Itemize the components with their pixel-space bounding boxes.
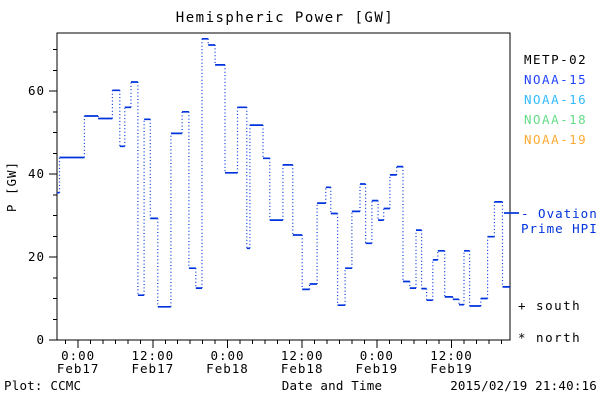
legend-item-noaa16: NOAA-16 [524, 92, 588, 107]
x-tick-date-label: Feb18 [206, 361, 249, 376]
plot-frame [56, 32, 511, 341]
x-tick-time-label: 0:00 [210, 348, 244, 363]
x-tick-date-label: Feb18 [281, 361, 324, 376]
x-tick-date-label: Feb17 [57, 361, 100, 376]
x-axis-title: Date and Time [281, 378, 383, 393]
y-tick-label: 20 [28, 249, 45, 264]
y-axis-title: P [GW] [4, 161, 19, 212]
legend-south-marker: + south [518, 298, 582, 313]
x-tick-time-label: 0:00 [61, 348, 95, 363]
x-tick-time-label: 12:00 [281, 348, 324, 363]
generated-timestamp: 2015/02/19 21:40:16 [450, 378, 597, 393]
legend-item-noaa15: NOAA-15 [524, 72, 588, 87]
y-tick-label: 40 [28, 166, 45, 181]
legend-ovation-line1: - Ovation [521, 206, 598, 221]
x-tick-time-label: 12:00 [132, 348, 175, 363]
y-tick-label: 0 [36, 332, 45, 347]
x-tick-time-label: 12:00 [430, 348, 473, 363]
legend-item-noaa19: NOAA-19 [524, 132, 588, 147]
hpi-step-connectors [58, 38, 504, 307]
x-tick-date-label: Feb17 [132, 361, 175, 376]
legend-item-metp02: METP-02 [524, 52, 588, 67]
legend-ovation-line2: Prime HPI [521, 221, 598, 236]
x-tick-time-label: 0:00 [360, 348, 394, 363]
plot-credit: Plot: CCMC [4, 378, 82, 393]
legend-north-marker: * north [518, 330, 582, 345]
page-title: Hemispheric Power [GW] [175, 10, 395, 26]
legend-item-noaa18: NOAA-18 [524, 112, 588, 127]
legend-ovation-label: - Ovation Prime HPI [521, 206, 598, 236]
x-tick-date-label: Feb19 [430, 361, 473, 376]
y-tick-label: 60 [28, 83, 45, 98]
hpi-step-levels [57, 37, 510, 308]
x-tick-date-label: Feb19 [356, 361, 399, 376]
